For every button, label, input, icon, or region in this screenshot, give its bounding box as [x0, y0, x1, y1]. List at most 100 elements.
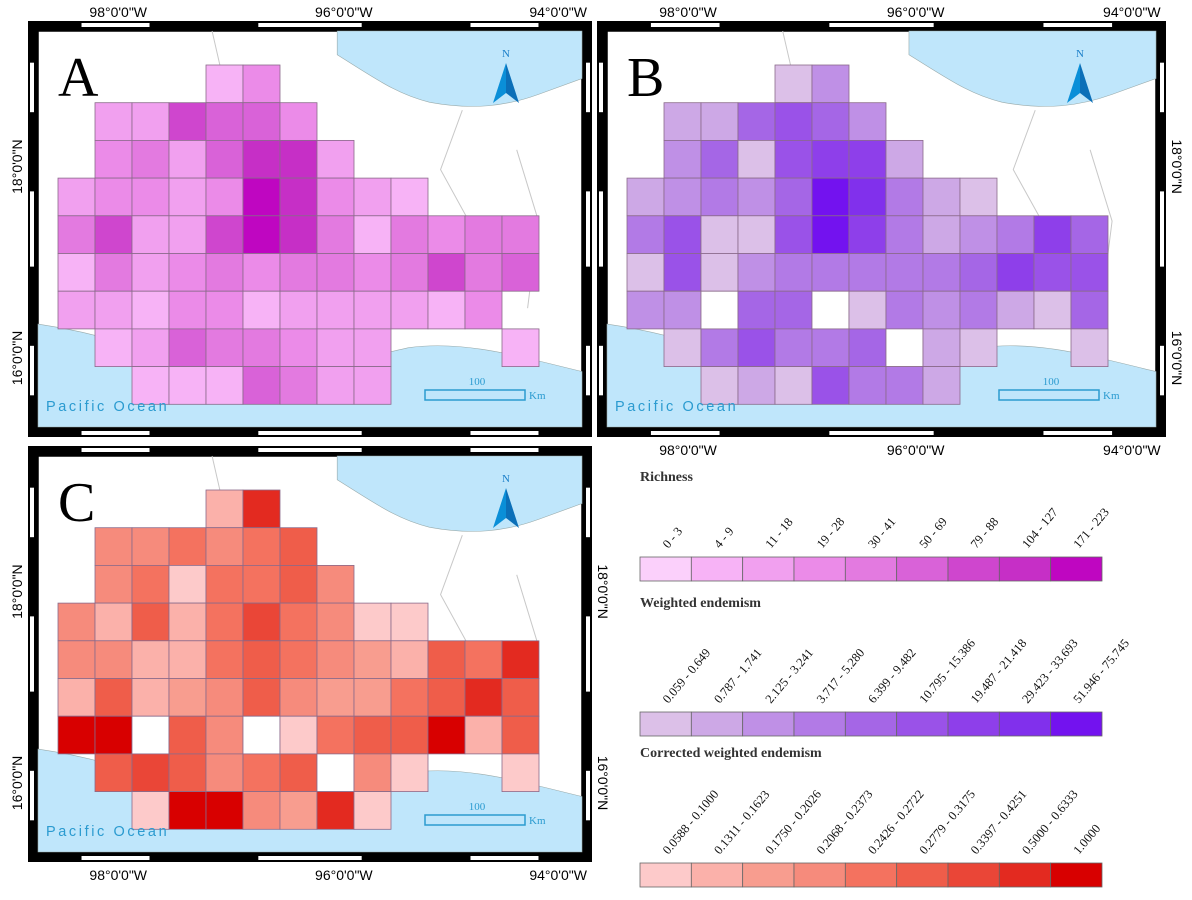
- grid-cell: [131, 253, 170, 292]
- grid-cell: [279, 328, 318, 367]
- north-arrow-icon: [493, 63, 506, 103]
- longitude-label-bottom: 94°0'0"W: [529, 867, 587, 883]
- grid-cell: [205, 102, 244, 141]
- grid-cell: [737, 177, 776, 217]
- grid-cell: [94, 215, 133, 254]
- grid-cell: [242, 715, 281, 755]
- grid-cell: [959, 253, 998, 292]
- map-panel-a: A N Pacific Ocean 100 Km 98°0'0"W 96°0'0"W 94°0…: [9, 4, 592, 437]
- grid-cell: [316, 290, 355, 330]
- grid-cell: [663, 328, 702, 367]
- grid-cell: [94, 139, 133, 179]
- grid-cell: [205, 640, 244, 679]
- scale-value: 100: [1043, 376, 1060, 388]
- grid-cell: [279, 527, 318, 566]
- legend-swatch: [639, 556, 692, 582]
- grid-cell: [168, 602, 207, 642]
- grid-cell: [316, 328, 355, 367]
- north-label: N: [502, 48, 510, 60]
- legend-class-label: 171 - 223: [1070, 505, 1112, 551]
- grid-cell: [168, 678, 207, 717]
- grid-cell: [885, 139, 924, 179]
- grid-cell: [205, 527, 244, 566]
- grid-cell: [205, 64, 244, 104]
- grid-cell: [242, 215, 281, 254]
- grid-cell: [316, 602, 355, 642]
- grid-cell: [316, 215, 355, 254]
- grid-cell: [205, 602, 244, 642]
- grid-cell: [279, 791, 318, 830]
- grid-cell: [242, 489, 281, 529]
- frame-segment: [81, 448, 150, 452]
- scale-bar: [424, 389, 526, 401]
- legend-class-label: 11 - 18: [762, 515, 795, 551]
- grid-cell: [279, 102, 318, 141]
- grid-cell: [316, 753, 355, 793]
- grid-cell: [205, 177, 244, 217]
- legend-class-label: 104 - 127: [1019, 505, 1061, 551]
- grid-cell: [464, 715, 503, 755]
- frame-segment: [1160, 191, 1164, 267]
- grid-cell: [242, 253, 281, 292]
- grid-cell: [464, 215, 503, 254]
- grid-cell: [353, 753, 392, 793]
- grid-cell: [737, 215, 776, 254]
- grid-cell: [131, 602, 170, 642]
- grid-cell: [353, 177, 392, 217]
- grid-cell: [316, 366, 355, 405]
- grid-cell: [390, 215, 429, 254]
- scale-bar: [424, 814, 526, 826]
- frame-segment: [81, 431, 150, 435]
- grid-cell: [57, 602, 96, 642]
- grid-cell: [131, 678, 170, 717]
- legend-class-label: 4 - 9: [711, 524, 736, 551]
- longitude-label-bottom: 98°0'0"W: [89, 867, 147, 883]
- grid-cell: [427, 715, 466, 755]
- grid-cell: [205, 253, 244, 292]
- grid-cell: [663, 177, 702, 217]
- grid-cell: [242, 753, 281, 793]
- grid-cell: [279, 715, 318, 755]
- frame-segment: [81, 856, 150, 860]
- legend-swatch: [947, 711, 1000, 737]
- legend-swatch: [998, 711, 1052, 737]
- gulf-water: [908, 30, 1157, 107]
- grid-cell: [390, 715, 429, 755]
- grid-cell: [316, 791, 355, 830]
- frame-segment: [1043, 431, 1113, 435]
- grid-cell: [922, 328, 961, 367]
- grid-cell: [464, 290, 503, 330]
- grid-cell: [205, 366, 244, 405]
- longitude-label-bottom: 94°0'0"W: [1103, 442, 1161, 458]
- grid-cell: [501, 678, 540, 717]
- grid-cell: [205, 715, 244, 755]
- grid-cell: [848, 366, 887, 405]
- grid-cell: [427, 215, 466, 254]
- latitude-label-right: 18°0'0"N: [1169, 139, 1185, 194]
- grid-cell: [242, 177, 281, 217]
- grid-cell: [94, 102, 133, 141]
- grid-cell: [427, 678, 466, 717]
- grid-cell: [427, 290, 466, 330]
- grid-cell: [205, 489, 244, 529]
- panel-letter: A: [58, 47, 99, 109]
- latitude-label-left: 18°0'0"N: [9, 139, 25, 194]
- grid-cell: [94, 527, 133, 566]
- legend: Richness 0 - 3 4 - 9 11 - 18 19 - 28 30 - 41 5…: [639, 470, 1132, 888]
- grid-cell: [922, 177, 961, 217]
- grid-cell: [168, 102, 207, 141]
- grid-cell: [811, 102, 850, 141]
- grid-cell: [168, 527, 207, 566]
- grid-cell: [353, 640, 392, 679]
- grid-cell: [501, 715, 540, 755]
- grid-cell: [390, 177, 429, 217]
- grid-cell: [774, 102, 813, 141]
- grid-cell: [316, 139, 355, 179]
- north-arrow-icon: [1067, 63, 1080, 103]
- grid-cell: [848, 290, 887, 330]
- frame-segment: [30, 191, 34, 267]
- grid-cell: [885, 366, 924, 405]
- grid-cell: [279, 139, 318, 179]
- grid-cell: [353, 366, 392, 405]
